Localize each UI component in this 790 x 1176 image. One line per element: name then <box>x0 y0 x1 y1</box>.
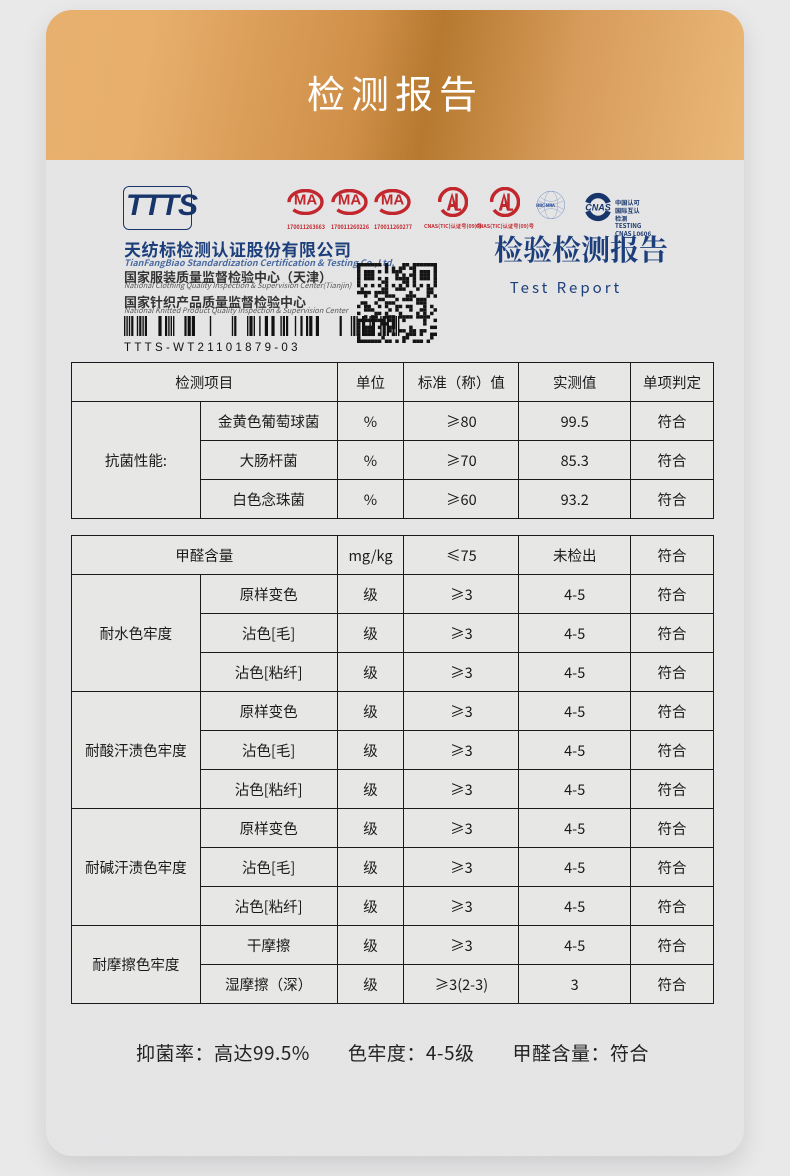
svg-text:CNAS: CNAS <box>585 203 611 213</box>
